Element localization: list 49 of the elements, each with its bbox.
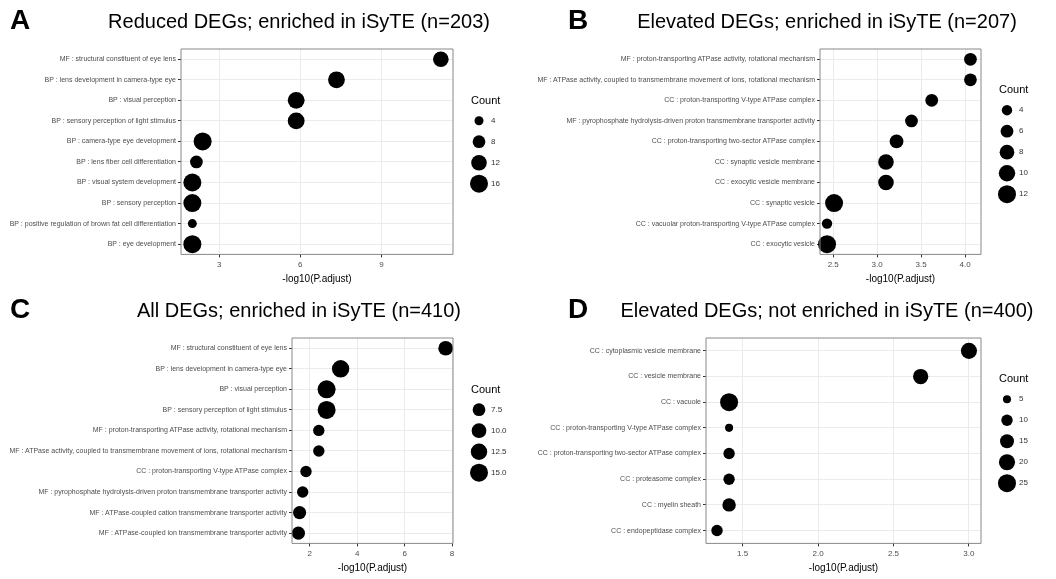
legend-label: 10 — [1019, 168, 1029, 178]
legend-label: 10 — [1019, 415, 1029, 425]
x-axis-title: -log10(P.adjust) — [865, 272, 936, 284]
legend-label: 8 — [491, 136, 496, 146]
chart-title: Elevated DEGs; not enriched in iSyTE (n=400) — [619, 299, 1035, 322]
legend-title: Count — [471, 382, 501, 395]
legend-title: Count — [999, 83, 1029, 96]
x-tick-label: 3.0 — [871, 260, 884, 270]
legend-label: 10.0 — [491, 425, 508, 435]
legend-label: 16 — [491, 178, 501, 188]
legend-label: 12.5 — [491, 446, 508, 456]
legend-label: 5 — [1019, 394, 1024, 404]
text: C — [10, 293, 31, 325]
legend-label: 12 — [1019, 189, 1029, 199]
x-axis-title: -log10(P.adjust) — [337, 561, 408, 573]
legend-label: 4 — [1019, 105, 1024, 115]
x-tick-label: 1.5 — [737, 549, 749, 559]
legend-label: 25 — [1019, 478, 1029, 488]
text: B — [568, 4, 589, 36]
legend-title: Count — [471, 93, 501, 106]
x-tick-label: 2.5 — [827, 260, 840, 270]
legend-title: Count — [999, 372, 1029, 385]
legend-label: 6 — [1019, 126, 1024, 136]
chart-title: Reduced DEGs; enriched in iSyTE (n=203) — [107, 10, 491, 33]
legend-label: 8 — [1019, 147, 1024, 157]
legend-label: 7.5 — [491, 404, 503, 414]
x-axis-title: -log10(P.adjust) — [808, 561, 879, 573]
chart-title: All DEGs; enriched in iSyTE (n=410) — [136, 299, 462, 322]
legend-label: 15 — [1019, 436, 1029, 446]
x-tick-label: 4 — [354, 549, 360, 559]
x-tick-label: 6 — [298, 260, 304, 270]
x-tick-label: 9 — [379, 260, 385, 270]
x-tick-label: 2.5 — [887, 549, 900, 559]
x-tick-label: 6 — [402, 549, 408, 559]
text: A — [10, 4, 31, 36]
x-tick-label: 4.0 — [959, 260, 972, 270]
legend-label: 15.0 — [491, 467, 508, 477]
legend-label: 20 — [1019, 457, 1029, 467]
x-tick-label: 3 — [216, 260, 222, 270]
text: D — [568, 293, 589, 325]
x-tick-label: 8 — [449, 549, 455, 559]
x-axis-title: -log10(P.adjust) — [282, 272, 352, 284]
x-tick-label: 2.0 — [812, 549, 825, 559]
legend-label: 12 — [491, 157, 501, 167]
x-tick-label: 2 — [307, 549, 313, 559]
x-tick-label: 3.0 — [963, 549, 976, 559]
x-tick-label: 3.5 — [915, 260, 928, 270]
chart-title: Elevated DEGs; enriched in iSyTE (n=207) — [636, 10, 1018, 33]
legend-label: 4 — [491, 115, 496, 125]
